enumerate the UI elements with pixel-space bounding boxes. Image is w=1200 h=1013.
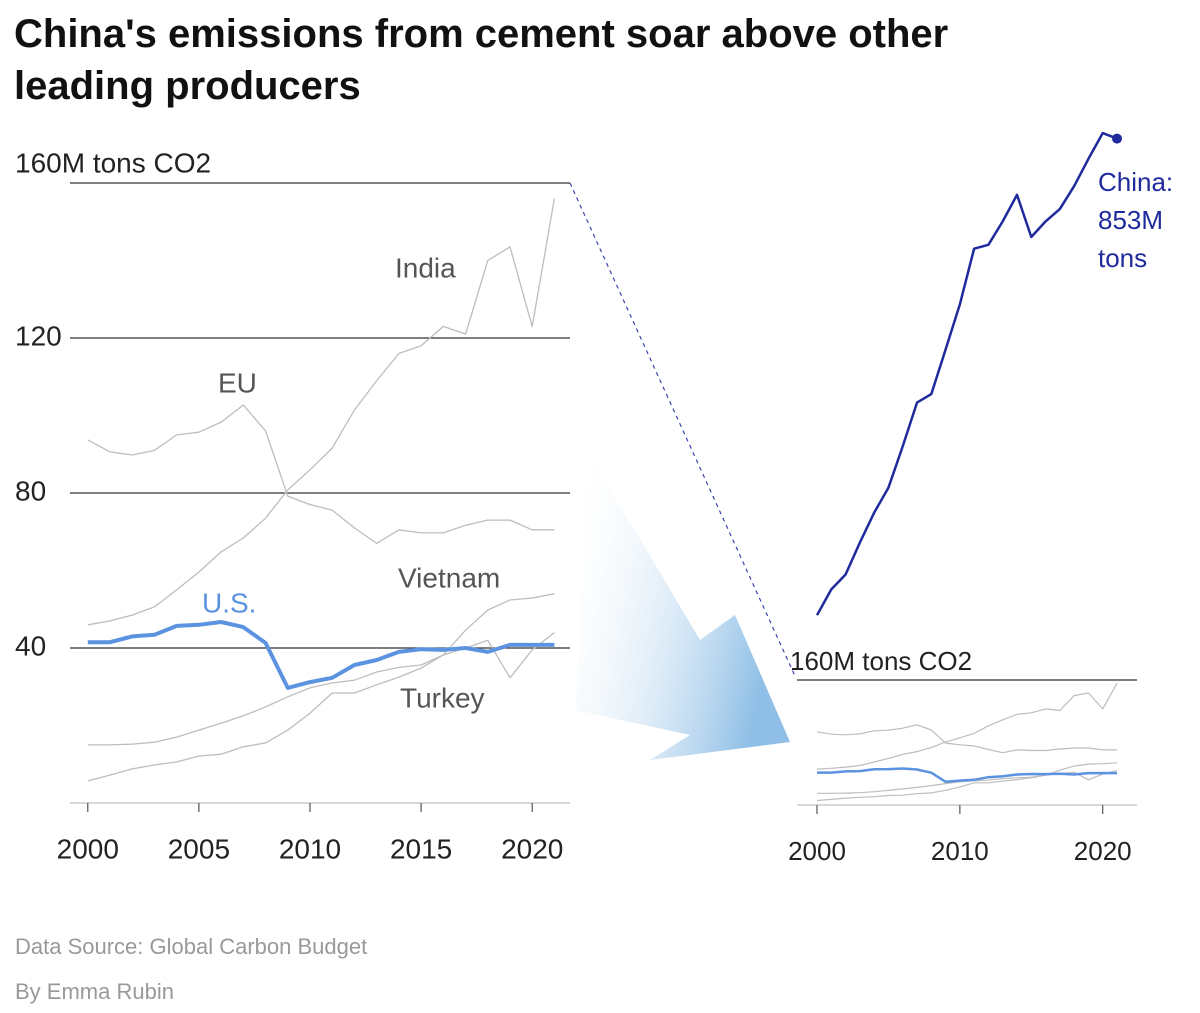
series-line (815, 131, 1118, 616)
series-label: Vietnam (398, 562, 500, 593)
y-tick-label: 160M tons CO2 (790, 646, 972, 676)
annotation: 853M (1098, 205, 1163, 235)
series-line (817, 762, 1118, 794)
y-tick-label: 160M tons CO2 (15, 147, 211, 178)
end-dot (1112, 133, 1122, 144)
series-line (816, 682, 1118, 770)
y-tick-label: 40 (15, 630, 46, 661)
series-label: Turkey (400, 682, 485, 713)
source: Data Source: Global Carbon Budget (15, 934, 367, 959)
transition-arrow (575, 455, 790, 760)
series-label: U.S. (202, 587, 256, 618)
series-line (87, 198, 556, 626)
annotation: China: (1098, 167, 1173, 197)
series-line (87, 404, 555, 545)
x-tick-label: 2010 (279, 833, 341, 864)
series-label: India (395, 252, 456, 283)
series-line (87, 620, 555, 690)
x-tick-label: 2010 (931, 836, 989, 866)
annotation: tons (1098, 243, 1147, 273)
chart-title: China's emissions from cement soar above… (14, 12, 949, 108)
series-label: EU (218, 367, 257, 398)
x-tick-label: 2020 (1074, 836, 1132, 866)
series-line (87, 593, 555, 746)
connector-line (569, 182, 796, 677)
byline: By Emma Rubin (15, 979, 174, 1004)
y-tick-label: 80 (15, 475, 46, 506)
y-tick-label: 120 (15, 320, 62, 351)
series-line (87, 631, 555, 782)
x-tick-label: 2005 (168, 833, 230, 864)
x-tick-label: 2000 (57, 833, 119, 864)
series-line (816, 724, 1117, 754)
x-tick-label: 2000 (788, 836, 846, 866)
x-tick-label: 2015 (390, 833, 452, 864)
x-tick-label: 2020 (501, 833, 563, 864)
series-line (817, 767, 1117, 784)
